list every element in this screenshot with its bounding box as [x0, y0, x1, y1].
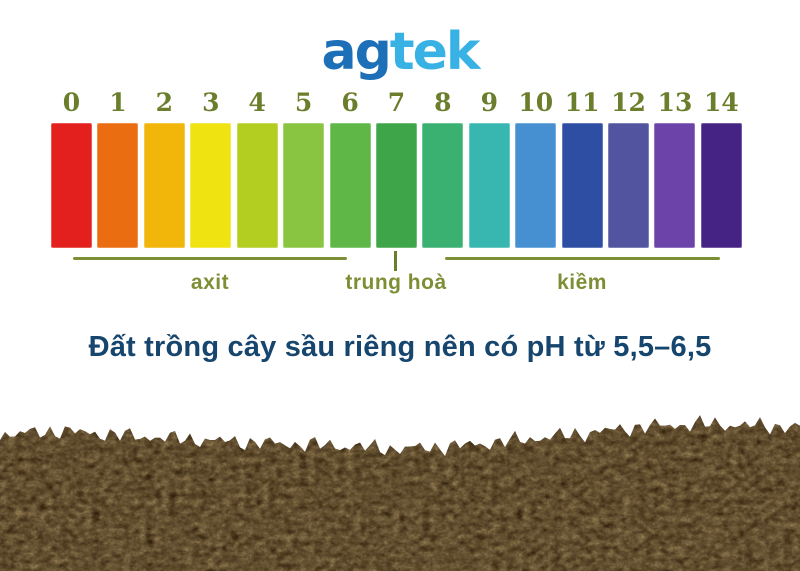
ph-bar-14 — [700, 123, 742, 248]
agtek-logo: agtek — [0, 24, 800, 82]
ph-number-0: 0 — [62, 88, 81, 117]
ph-number-10: 10 — [518, 88, 554, 117]
ph-number-14: 14 — [704, 88, 739, 117]
ph-number-9: 9 — [480, 88, 498, 117]
soil-image — [0, 415, 800, 571]
alkaline-zone-line — [445, 257, 720, 260]
logo-text-ag: ag — [321, 22, 391, 82]
ph-number-12: 12 — [611, 88, 646, 117]
ph-bar-5 — [283, 123, 325, 248]
ph-bar-9 — [468, 123, 510, 248]
alkaline-zone-label: kiềm — [557, 271, 607, 294]
ph-number-row: 0 1 2 3 4 5 6 7 8 9 10 11 12 13 14 — [51, 86, 742, 120]
neutral-zone-label: trung hoà — [345, 271, 447, 294]
ph-bar-10 — [515, 123, 557, 248]
ph-bar-11 — [561, 123, 603, 248]
caption-text: Đất trồng cây sầu riêng nên có pH từ 5,5… — [88, 331, 712, 363]
ph-number-7: 7 — [387, 88, 406, 117]
ph-number-11: 11 — [564, 88, 600, 117]
ph-bar-13 — [654, 123, 696, 248]
acid-zone-label: axit — [190, 271, 230, 294]
ph-bar-8 — [422, 123, 464, 248]
ph-number-4: 4 — [248, 88, 266, 117]
ph-number-1: 1 — [109, 88, 127, 117]
ph-number-5: 5 — [294, 88, 313, 117]
ph-bar-3 — [190, 123, 232, 248]
ph-bar-0 — [51, 123, 92, 248]
ph-bar-7 — [375, 123, 417, 248]
ph-number-2: 2 — [155, 88, 174, 117]
ph-number-3: 3 — [202, 88, 220, 117]
ph-number-6: 6 — [341, 88, 359, 117]
logo-text-tek: tek — [389, 22, 481, 82]
ph-bar-2 — [143, 123, 185, 248]
ph-bar-4 — [236, 123, 278, 248]
ph-number-8: 8 — [434, 88, 452, 117]
ph-number-13: 13 — [657, 88, 693, 117]
neutral-zone-tick — [394, 251, 397, 271]
ph-bar-6 — [329, 123, 371, 248]
ph-color-bars — [51, 123, 742, 248]
acid-zone-line — [73, 257, 347, 260]
ph-bar-1 — [97, 123, 139, 248]
ph-bar-12 — [608, 123, 650, 248]
